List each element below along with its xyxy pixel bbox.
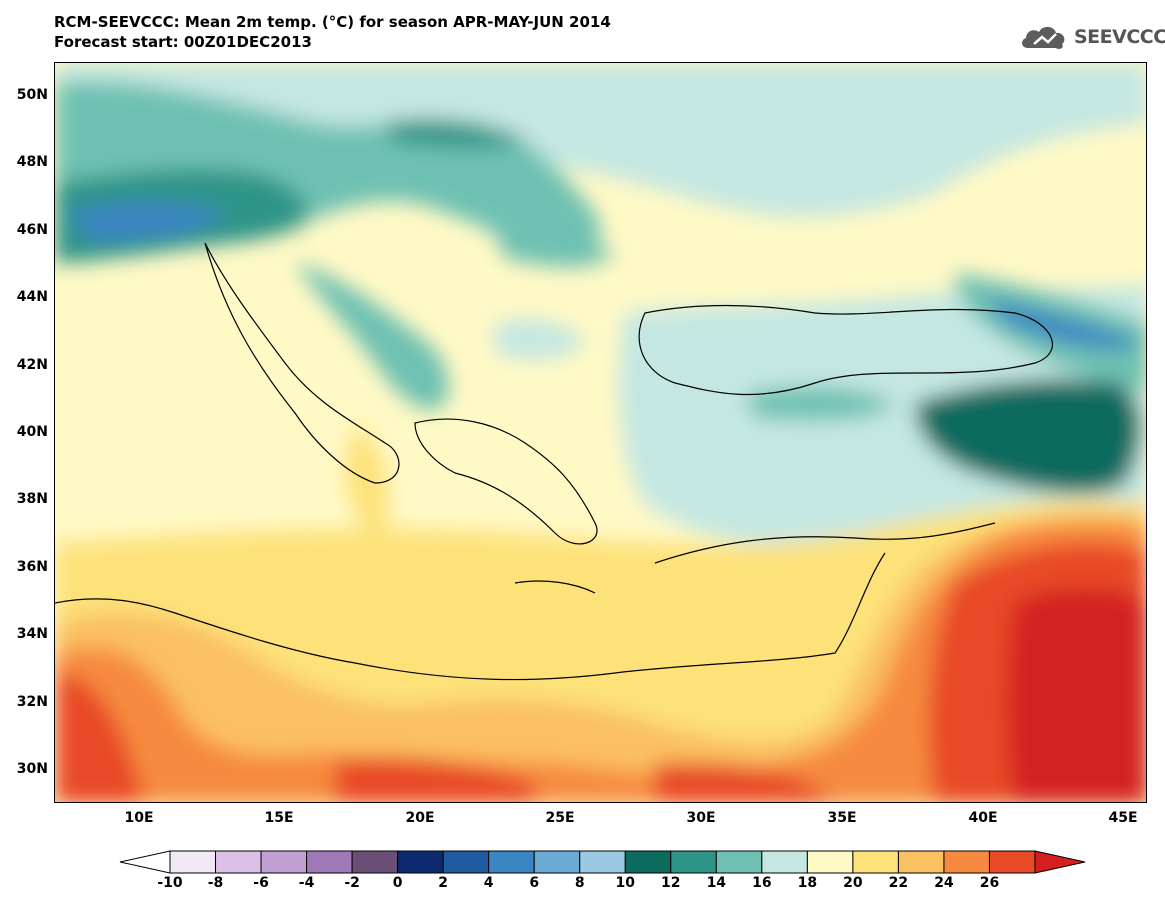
lon-label-30e: 30E (686, 810, 716, 826)
colorbar-over-arrow (1034, 850, 1086, 874)
lat-label-30n: 30N (16, 761, 48, 777)
title-line-1: RCM-SEEVCCC: Mean 2m temp. (°C) for seas… (54, 13, 611, 31)
colorbar-tick-label: -4 (298, 875, 315, 891)
colorbar-tick-label: 2 (438, 875, 449, 891)
colorbar-swatch (624, 850, 672, 874)
colorbar-tick-label: 4 (483, 875, 494, 891)
cloud-icon (1022, 26, 1065, 49)
colorbar-tick-label: 26 (979, 875, 1000, 891)
colorbar-swatch (442, 850, 490, 874)
colorbar-swatch (488, 850, 535, 874)
colorbar-swatch (533, 850, 581, 874)
colorbar-tick-label: 20 (843, 875, 863, 891)
coastlines (55, 242, 1053, 681)
lon-label-10e: 10E (124, 810, 154, 826)
lat-label-36n: 36N (16, 559, 48, 575)
lat-label-40n: 40N (16, 424, 48, 440)
lon-label-20e: 20E (405, 810, 435, 826)
title-line-2: Forecast start: 00Z01DEC2013 (54, 33, 312, 51)
colorbar-swatch (260, 850, 308, 874)
colorbar (119, 850, 1086, 874)
colorbar-swatch (169, 850, 217, 874)
lon-label-25e: 25E (545, 810, 575, 826)
colorbar-swatch (988, 850, 1036, 874)
colorbar-under-arrow (119, 850, 171, 874)
lat-label-50n: 50N (16, 87, 48, 103)
colorbar-swatch (670, 850, 717, 874)
seevccc-logo: SEEVCCC (1018, 22, 1165, 52)
logo-text: SEEVCCC (1074, 26, 1165, 48)
colorbar-tick-label: -8 (207, 875, 224, 891)
colorbar-tick-label: 22 (888, 875, 909, 891)
lon-label-40e: 40E (968, 810, 998, 826)
colorbar-tick-label: 6 (529, 875, 540, 891)
lon-label-35e: 35E (827, 810, 857, 826)
lat-label-44n: 44N (16, 289, 48, 305)
colorbar-swatch (715, 850, 763, 874)
colorbar-tick-label: 10 (615, 875, 635, 891)
colorbar-swatch (215, 850, 262, 874)
colorbar-swatch (579, 850, 626, 874)
colorbar-tick-label: 12 (661, 875, 681, 891)
colorbar-swatch (897, 850, 945, 874)
map-area (54, 62, 1147, 803)
lon-label-15e: 15E (264, 810, 294, 826)
temperature-field (55, 63, 1146, 802)
colorbar-swatch (806, 850, 854, 874)
colorbar-tick-label: -2 (344, 875, 360, 891)
lat-label-38n: 38N (16, 491, 48, 507)
lat-label-32n: 32N (16, 694, 48, 710)
colorbar-tick-label: 0 (392, 875, 403, 891)
colorbar-swatch (761, 850, 808, 874)
colorbar-tick-label: 14 (706, 875, 727, 891)
colorbar-tick-label: 16 (752, 875, 772, 891)
colorbar-tick-label: -6 (253, 875, 269, 891)
lon-label-45e: 45E (1108, 810, 1138, 826)
colorbar-swatch (943, 850, 990, 874)
map-title: RCM-SEEVCCC: Mean 2m temp. (°C) for seas… (54, 12, 611, 52)
colorbar-tick-label: 24 (934, 875, 954, 891)
lat-label-42n: 42N (16, 357, 48, 373)
colorbar-tick-label: -10 (157, 875, 183, 891)
colorbar-swatch (306, 850, 353, 874)
lat-label-46n: 46N (16, 222, 48, 238)
colorbar-swatch (852, 850, 899, 874)
lat-label-34n: 34N (16, 626, 48, 642)
lat-label-48n: 48N (16, 154, 48, 170)
colorbar-swatch (351, 850, 399, 874)
colorbar-tick-label: 8 (574, 875, 585, 891)
colorbar-swatch (397, 850, 444, 874)
colorbar-tick-label: 18 (797, 875, 818, 891)
